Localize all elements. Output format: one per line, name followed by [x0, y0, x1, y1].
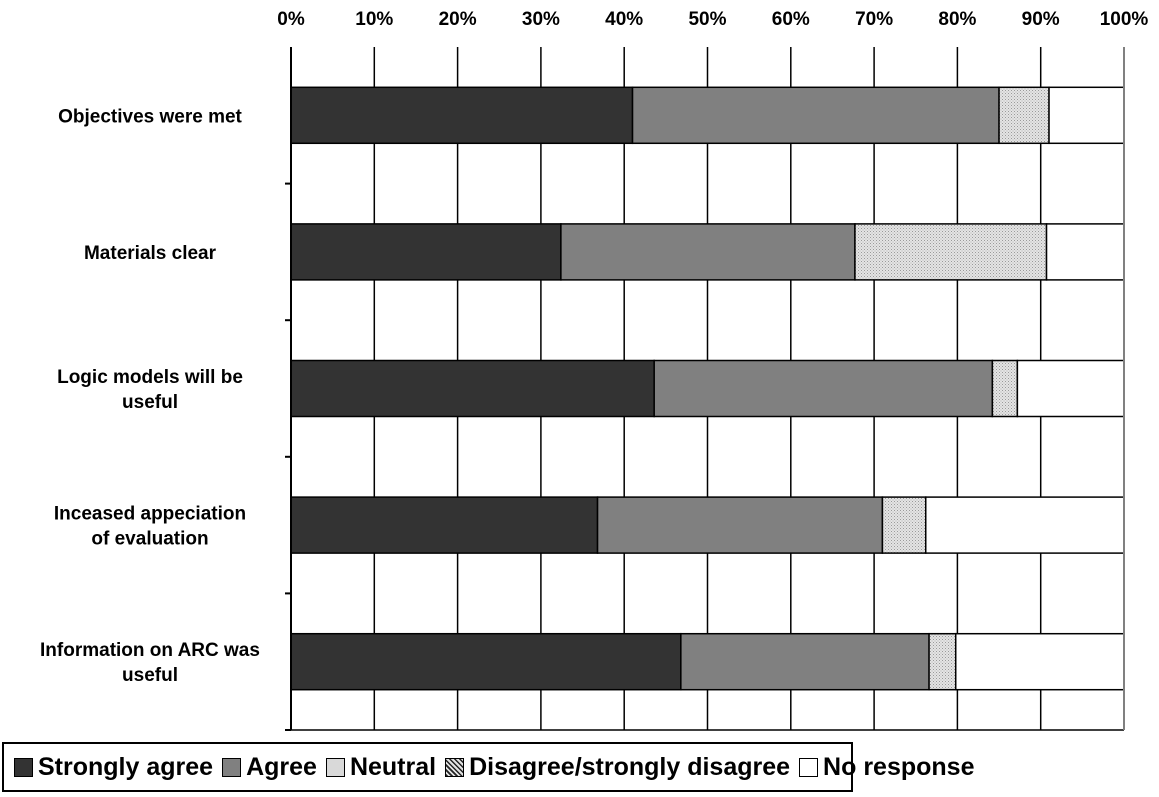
bar-segment — [290, 86, 634, 145]
bar-segment — [1016, 359, 1125, 418]
x-tick-labels: 0% 10% 20% 30% 40% 50% 60% 70% 80% 90% 100% — [277, 9, 1148, 30]
bar-segment — [954, 632, 1125, 691]
x-tick-label: 50% — [688, 9, 726, 30]
legend-item: Disagree/strongly disagree — [445, 753, 790, 782]
bar-segment — [560, 223, 856, 281]
bar-segment — [596, 496, 884, 554]
legend-label: Neutral — [349, 752, 437, 781]
x-tick-label: 30% — [522, 9, 560, 30]
x-tick-label: 70% — [855, 9, 893, 30]
legend-label: No response — [823, 752, 975, 781]
x-tick-label: 60% — [772, 9, 810, 30]
bar-segment — [1048, 86, 1125, 145]
bar-segment — [928, 632, 957, 691]
legend-swatch — [799, 757, 819, 777]
bar-segment — [998, 86, 1050, 145]
legend-label: Disagree/strongly disagree — [469, 752, 791, 781]
bar-segment — [881, 496, 927, 554]
category-label: Inceased appeciation of evaluation — [54, 504, 246, 550]
bar-segment — [680, 632, 930, 691]
bars — [290, 86, 1125, 691]
category-label: Objectives were met — [58, 106, 242, 127]
x-tick-label: 20% — [439, 9, 477, 30]
legend-label: Strongly agree — [38, 752, 214, 781]
legend-swatch — [14, 757, 33, 777]
x-tick-label: 10% — [355, 9, 393, 30]
x-tick-label: 90% — [1022, 9, 1060, 30]
bar-segment — [290, 223, 562, 281]
category-labels: Objectives were met Materials clear Logic … — [40, 106, 260, 686]
bar-segment — [631, 86, 1000, 145]
bar-segment — [653, 359, 994, 418]
legend-swatch — [325, 757, 345, 777]
bar-segment — [290, 496, 599, 554]
x-tick-label: 0% — [277, 9, 305, 30]
x-tick-label: 80% — [938, 9, 976, 30]
category-label: Logic models will be useful — [57, 367, 243, 413]
legend: Strongly agree Agree Neutral Disagree/stron… — [2, 742, 974, 792]
x-tick-label: 40% — [605, 9, 643, 30]
x-tick-label: 100% — [1100, 9, 1149, 30]
category-label: Materials clear — [84, 243, 217, 264]
legend-swatch — [445, 757, 465, 777]
bar-segment — [991, 359, 1019, 418]
bar-segment — [290, 359, 655, 418]
axes — [285, 47, 1125, 731]
bar-segment — [290, 632, 682, 691]
legend-item: Neutral — [325, 752, 437, 782]
bar-segment — [1045, 223, 1125, 281]
legend-item: No response — [799, 753, 974, 782]
category-label: Information on ARC was useful — [40, 640, 260, 686]
legend-item: Agree — [222, 753, 317, 782]
bar-segment — [854, 223, 1048, 281]
legend-label: Agree — [246, 752, 317, 781]
legend-swatch — [222, 757, 242, 777]
legend-item: Strongly agree — [14, 753, 213, 782]
bar-segment — [924, 496, 1125, 554]
